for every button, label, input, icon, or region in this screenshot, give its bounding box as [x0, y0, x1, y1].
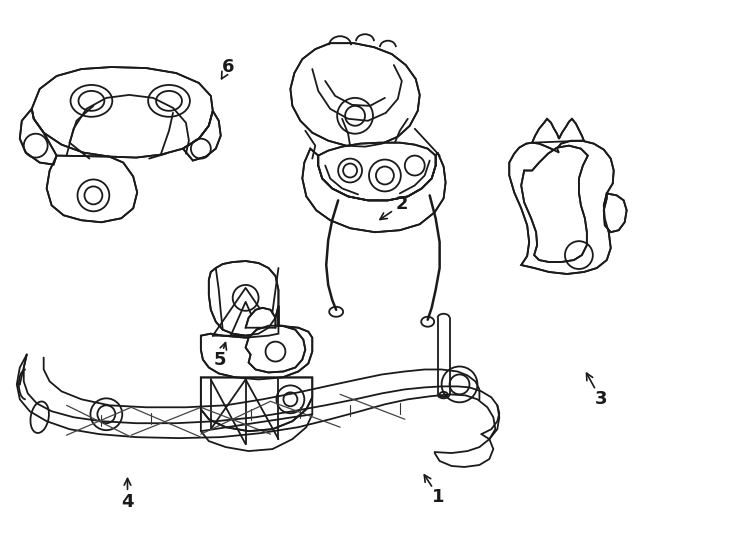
Polygon shape: [604, 193, 627, 232]
Polygon shape: [319, 143, 436, 200]
Polygon shape: [20, 109, 57, 165]
Text: 2: 2: [396, 195, 408, 213]
Polygon shape: [201, 306, 312, 380]
Polygon shape: [208, 261, 278, 336]
Text: 4: 4: [121, 493, 134, 511]
Polygon shape: [32, 67, 213, 158]
Polygon shape: [521, 146, 588, 262]
Polygon shape: [47, 156, 137, 222]
Text: 3: 3: [595, 390, 607, 408]
Polygon shape: [246, 326, 305, 373]
Polygon shape: [183, 111, 221, 160]
Text: 6: 6: [222, 58, 234, 76]
Polygon shape: [532, 119, 584, 143]
Polygon shape: [246, 308, 275, 328]
Polygon shape: [509, 140, 614, 274]
Polygon shape: [291, 43, 420, 147]
Polygon shape: [201, 377, 312, 431]
Text: 1: 1: [432, 488, 445, 505]
Polygon shape: [302, 148, 446, 232]
Text: 5: 5: [214, 351, 226, 369]
